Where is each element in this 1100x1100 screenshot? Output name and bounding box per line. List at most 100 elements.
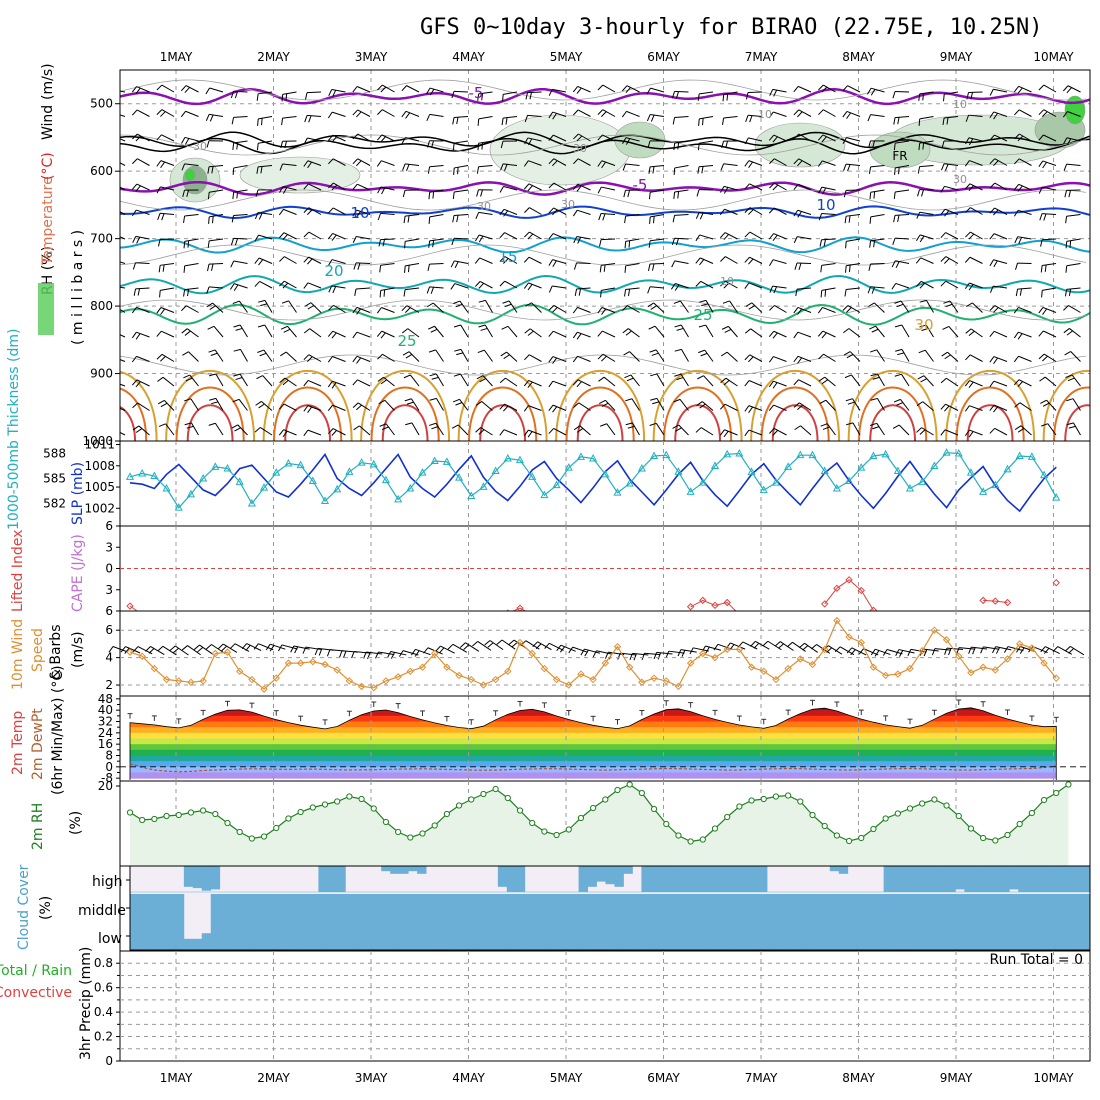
wind-barb [1067,85,1081,93]
point-thickness [186,489,195,498]
wind-barb-flag [989,380,995,388]
point-thickness [1015,451,1024,459]
wind-barb-flag [280,325,288,330]
wind-barb-flag [548,182,555,189]
wind-barb-flag [993,160,999,167]
wind-barb-flag [124,647,130,654]
wind-barb [120,114,126,117]
wind-barb-flag [475,281,481,287]
wind-barb [478,234,493,240]
wind-barb-flag [302,646,307,654]
wind-barb-flag [1062,111,1068,118]
wind-barb-flag [182,351,189,356]
cloud-mid-bar [623,894,633,950]
point-wind-speed [211,649,220,658]
wind-barb [258,116,273,120]
wind-barb [851,647,867,656]
wind-barb [485,300,493,313]
cloud-high-bar [668,866,678,892]
cloud-mid-bar [910,894,920,950]
temp-band [130,732,1057,739]
y-tick-label-slp: 1008 [84,459,115,473]
wind-barb-flag [231,424,239,429]
wind-barb [779,641,794,651]
wind-barb-flag [307,356,313,363]
wind-barb [934,648,951,651]
wind-barb-flag [1014,109,1020,116]
wind-barb [429,263,444,265]
wind-barb-flag [1004,646,1009,653]
cloud-mid-bar [1063,894,1073,950]
wind-barb-flag [869,240,872,248]
point-thickness [491,466,500,474]
wind-barb-flag [818,353,824,360]
wind-barb [165,423,175,436]
cloud-high-bar [578,866,588,892]
wind-barb-flag [278,403,285,410]
wind-barb-flag [993,406,999,413]
wind-barb-flag [919,429,926,435]
wind-barb-flag [1068,190,1071,198]
wind-barb-flag [111,210,116,215]
wind-barb-flag [475,427,482,433]
wind-barb-flag [135,333,141,340]
wind-barb [478,116,493,120]
wind-barb-flag [1052,646,1059,652]
wind-barb [137,158,150,166]
wind-barb-flag [496,639,503,645]
wind-barb-flag [233,324,241,328]
wind-barb [489,640,504,651]
wind-barb [995,646,1012,651]
wind-barb-flag [303,231,310,238]
wind-barb-flag [744,231,751,238]
wind-barb-flag [256,143,259,151]
wind-barb [259,427,273,436]
wind-barb [381,134,395,142]
wind-barb [429,189,444,193]
wind-barb-flag [597,84,604,91]
wind-barb [1041,238,1057,241]
wind-barb-flag [897,117,900,125]
contour-warm-arch [479,404,527,441]
cloud-high-bar [497,866,508,887]
point-thickness [467,491,476,499]
wind-barb [120,138,126,142]
wind-barb-flag [720,377,727,384]
wind-barb-flag [233,284,239,292]
wind-barb [453,90,469,93]
wind-barb-flag [598,213,602,221]
point-2m-rh [1028,809,1035,817]
cloud-mid-bar [390,894,400,950]
wind-barb-flag [428,240,431,248]
wind-barb-flag [429,88,435,96]
wind-barb [234,283,248,289]
contour-warm-arch [869,404,917,441]
rh-contour-label: 30 [193,140,207,153]
wind-barb-flag [940,208,946,216]
wind-barb-flag [817,330,824,337]
wind-barb [357,158,371,166]
wind-barb-flag [184,138,190,145]
contour-warm-arch [652,370,743,441]
wind-barb [308,354,322,362]
wind-barb [408,351,420,362]
cloud-high-bar [991,866,1001,892]
cloud-mid-bar [767,894,777,950]
wind-barb-flag [427,140,430,148]
point-2m-rh [699,836,706,843]
wind-barb-flag [628,289,631,297]
wind-barb [653,302,665,313]
wind-barb-flag [943,94,945,102]
contour-warm-arch [262,370,353,441]
wind-barb-flag [1038,134,1044,141]
wind-barb-flag [964,380,970,387]
ylabel-lifted-index: Lifted Index [10,530,26,612]
wind-barb [436,398,444,411]
wind-barb-flag [193,644,200,650]
wind-barb-flag [447,643,454,650]
series-lifted-index [824,579,874,611]
wind-barb-flag [772,136,778,143]
point-wind-speed [235,667,244,676]
point-lifted-index [686,603,695,611]
wind-barb-flag [944,354,951,360]
